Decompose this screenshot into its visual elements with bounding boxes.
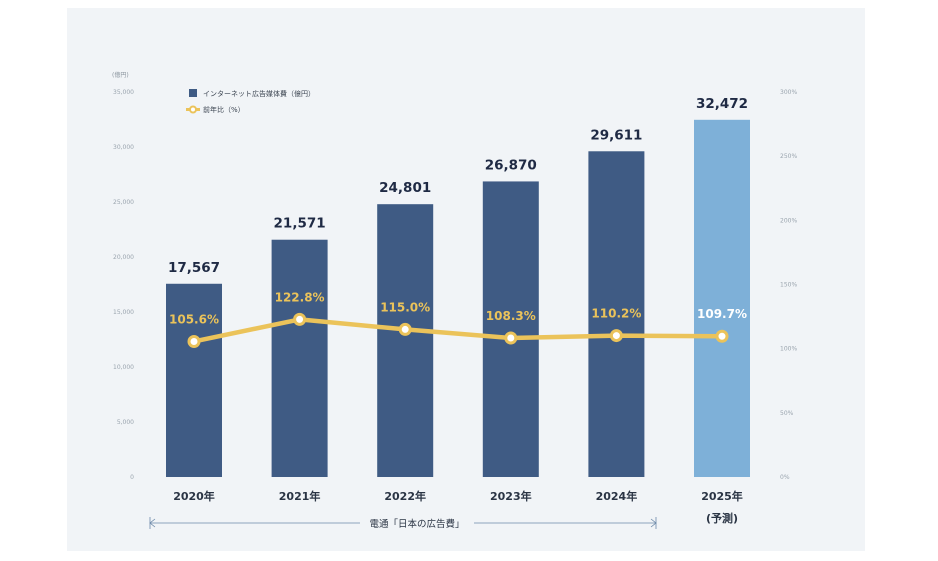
- left-axis-tick-label: 5,000: [117, 419, 134, 426]
- left-axis: 0 5,000 10,000 15,000 20,000 25,000 30,000 35,0…: [113, 89, 134, 481]
- bar: [588, 151, 645, 478]
- left-axis-tick-label: 0: [130, 474, 134, 481]
- left-axis-tick-label: 35,000: [113, 89, 134, 96]
- bar: [694, 119, 750, 478]
- bar-value-label: 24,801: [379, 180, 431, 196]
- line-series: [187, 312, 729, 348]
- line-point: [398, 322, 412, 336]
- source-label: 電通「日本の広告費」: [369, 518, 464, 530]
- line-point: [187, 334, 201, 348]
- right-axis-tick-label: 50%: [780, 410, 794, 417]
- left-axis-tick-label: 30,000: [113, 144, 134, 151]
- right-axis-tick-label: 300%: [780, 89, 797, 96]
- right-axis-tick-label: 150%: [780, 282, 797, 289]
- bar-value-label: 17,567: [168, 260, 220, 276]
- category-labels: 2020年 2021年 2022年 2023年 2024年 2025年 (予測): [173, 489, 743, 525]
- line-path: [191, 317, 725, 344]
- line-value-label: 122.8%: [275, 290, 325, 304]
- right-axis: 0% 50% 100% 150% 200% 250% 300%: [780, 89, 797, 481]
- left-axis-unit: (億円): [112, 71, 129, 79]
- legend-line-marker: [189, 105, 197, 114]
- category-label: 2022年: [384, 489, 426, 503]
- line-value-label: 109.7%: [697, 307, 747, 321]
- line-value-label: 105.6%: [169, 312, 219, 326]
- line-value-label: 108.3%: [486, 309, 536, 323]
- category-note: (予測): [706, 511, 738, 525]
- legend-bar-label: インターネット広告媒体費（億円）: [203, 89, 315, 98]
- bar-value-label: 21,571: [274, 216, 326, 232]
- category-label: 2020年: [173, 489, 215, 503]
- legend-line-label: 前年比（%）: [203, 105, 245, 114]
- bar-value-label: 26,870: [485, 157, 537, 173]
- category-label: 2023年: [490, 489, 532, 503]
- category-label: 2025年: [701, 489, 743, 503]
- left-axis-tick-label: 20,000: [113, 254, 134, 261]
- line-point: [609, 329, 623, 343]
- bar: [377, 204, 434, 477]
- right-axis-tick-label: 100%: [780, 346, 797, 353]
- bar-value-label: 29,611: [590, 127, 642, 143]
- legend-bar-swatch: [189, 89, 197, 97]
- bar-value-label: 32,472: [696, 96, 748, 112]
- line-point: [293, 312, 307, 326]
- line-value-label: 115.0%: [380, 300, 430, 314]
- legend: インターネット広告媒体費（億円） 前年比（%）: [186, 89, 315, 114]
- right-axis-tick-label: 0%: [780, 474, 790, 481]
- bar: [166, 283, 222, 477]
- bar: [482, 181, 539, 477]
- bar: [271, 239, 328, 477]
- bar-series: [166, 119, 750, 478]
- source-note: 電通「日本の広告費」: [149, 517, 657, 530]
- line-point: [504, 331, 518, 345]
- line-point: [715, 329, 729, 343]
- right-axis-tick-label: 250%: [780, 153, 797, 160]
- left-axis-tick-label: 25,000: [113, 199, 134, 206]
- category-label: 2021年: [279, 489, 321, 503]
- right-axis-tick-label: 200%: [780, 217, 797, 224]
- left-axis-tick-label: 10,000: [113, 364, 134, 371]
- data-labels: 17,567 21,571 24,801 26,870 29,611 32,472 105.…: [168, 96, 748, 327]
- line-value-label: 110.2%: [591, 307, 641, 321]
- left-axis-tick-label: 15,000: [113, 309, 134, 316]
- category-label: 2024年: [596, 489, 638, 503]
